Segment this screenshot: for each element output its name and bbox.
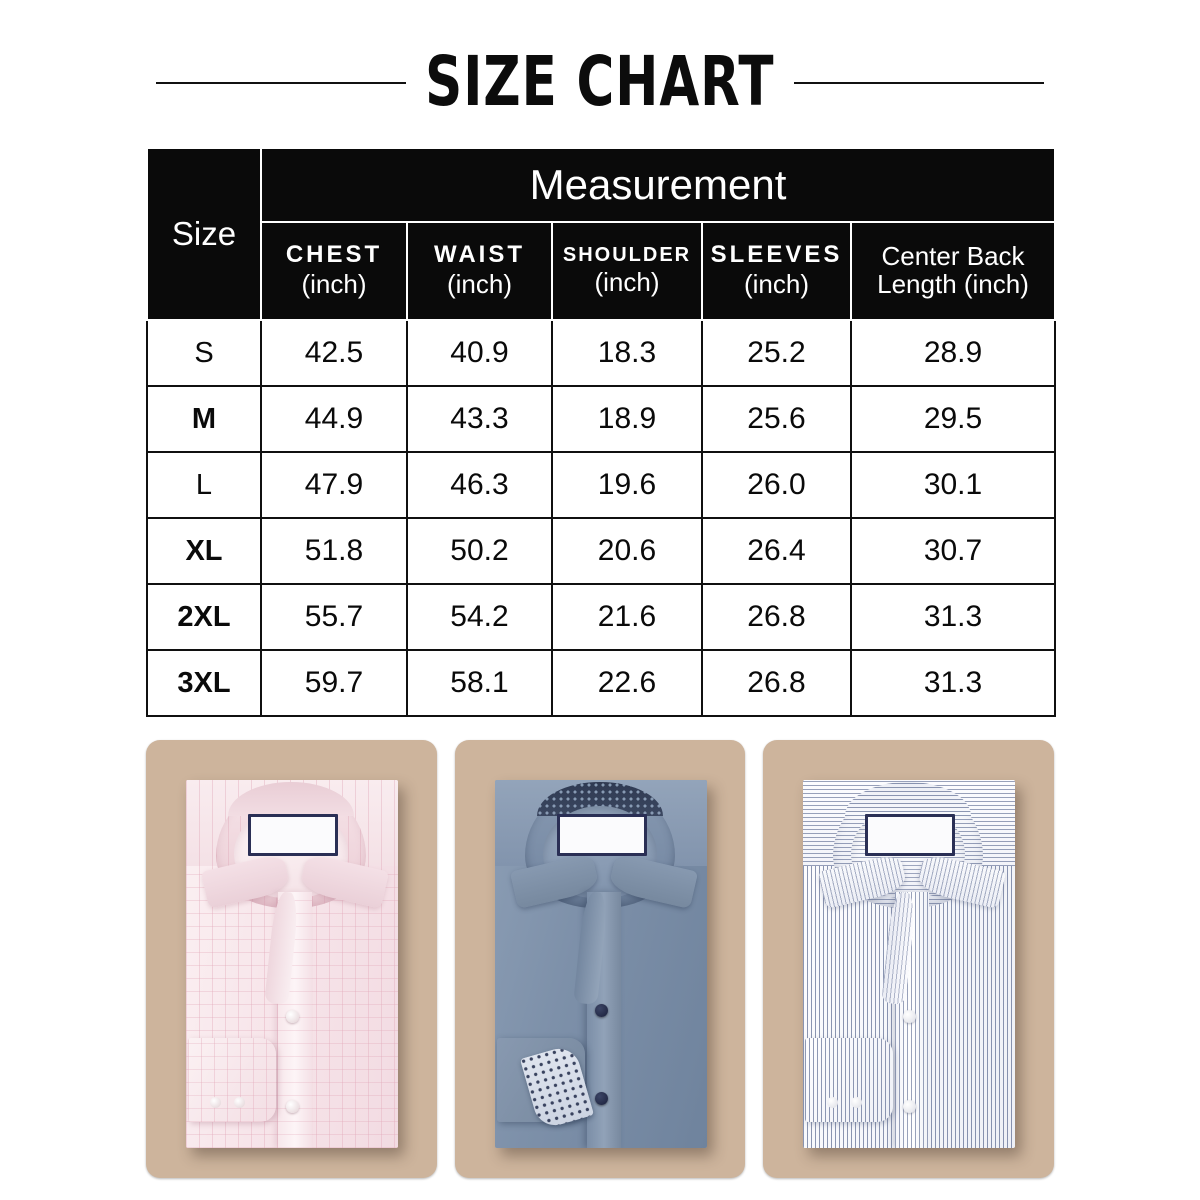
header-sleeves-unit: (inch)	[743, 268, 809, 299]
size-chart-table: Size Measurement CHEST (inch) WAIST (inc…	[146, 147, 1057, 717]
cell-chest: 47.9	[260, 451, 408, 519]
shirt-placket	[264, 891, 312, 1148]
shirt-cuff-button	[210, 1097, 221, 1108]
blue-shirt-image	[494, 780, 707, 1148]
shirt-button	[594, 1092, 608, 1105]
cell-center-back: 31.3	[849, 649, 1057, 717]
table-row: S 42.5 40.9 18.3 25.2 28.9	[146, 319, 1057, 387]
cell-shoulder: 19.6	[551, 451, 703, 519]
size-chart-table-wrapper: Size Measurement CHEST (inch) WAIST (inc…	[146, 147, 1057, 717]
page-title: SIZE CHART	[0, 42, 1200, 123]
shirt-placket	[572, 891, 621, 1148]
header-center-back-length: Center Back Length (inch)	[849, 221, 1057, 321]
cell-sleeves: 25.6	[701, 385, 852, 453]
table-row: L 47.9 46.3 19.6 26.0 30.1	[146, 451, 1057, 519]
cell-waist: 50.2	[406, 517, 553, 585]
cell-waist: 46.3	[406, 451, 553, 519]
shirt-cuff	[188, 1038, 276, 1122]
shirt-brand-label	[248, 814, 338, 856]
table-row: 2XL 55.7 54.2 21.6 26.8 31.3	[146, 583, 1057, 651]
title-rule-left	[156, 82, 407, 84]
shirt-button	[594, 1004, 608, 1017]
shirt-brand-label	[556, 814, 647, 856]
cell-chest: 51.8	[260, 517, 408, 585]
cell-waist: 54.2	[406, 583, 553, 651]
table-header-group-row: Size Measurement	[146, 147, 1057, 321]
cell-size: L	[146, 451, 262, 519]
header-chest: CHEST (inch)	[260, 221, 408, 321]
cell-sleeves: 26.8	[701, 583, 852, 651]
cell-waist: 58.1	[406, 649, 553, 717]
product-card-blue-shirt[interactable]	[454, 740, 746, 1178]
shirt-cuff-button	[827, 1097, 839, 1108]
shirt-brand-label	[865, 814, 956, 856]
table-row: 3XL 59.7 58.1 22.6 26.8 31.3	[146, 649, 1057, 717]
table-row: XL 51.8 50.2 20.6 26.4 30.7	[146, 517, 1057, 585]
title-text: SIZE CHART	[425, 42, 775, 123]
cell-size: 2XL	[146, 583, 262, 651]
product-gallery	[146, 740, 1055, 1180]
shirt-button	[903, 1010, 917, 1023]
cell-center-back: 31.3	[849, 583, 1057, 651]
cell-shoulder: 21.6	[551, 583, 703, 651]
cell-size: XL	[146, 517, 262, 585]
cell-size: M	[146, 385, 262, 453]
product-card-pink-checked-shirt[interactable]	[146, 740, 437, 1178]
cell-waist: 43.3	[406, 385, 553, 453]
cell-waist: 40.9	[406, 319, 553, 387]
cell-center-back: 28.9	[849, 319, 1057, 387]
cell-sleeves: 26.8	[701, 649, 852, 717]
shirt-placket	[881, 891, 930, 1148]
table-row: M 44.9 43.3 18.9 25.6 29.5	[146, 385, 1057, 453]
header-shoulder: SHOULDER (inch)	[551, 221, 703, 321]
header-shoulder-unit: (inch)	[594, 266, 660, 297]
cell-shoulder: 18.3	[551, 319, 703, 387]
header-chest-unit: (inch)	[301, 268, 367, 299]
header-sleeves-name: SLEEVES	[710, 240, 843, 268]
cell-chest: 59.7	[260, 649, 408, 717]
header-waist: WAIST (inch)	[406, 221, 553, 321]
cell-sleeves: 26.4	[701, 517, 852, 585]
header-center-back-name: Center Back	[881, 240, 1025, 271]
cell-center-back: 30.1	[849, 451, 1057, 519]
pink-checked-shirt-image	[186, 780, 398, 1148]
shirt-cuff-button	[234, 1097, 245, 1108]
header-center-back-unit: Length (inch)	[877, 269, 1029, 300]
header-shoulder-name: SHOULDER	[562, 243, 692, 266]
white-striped-shirt-image	[803, 780, 1016, 1148]
shirt-button	[286, 1010, 299, 1023]
title-rule-right	[793, 82, 1044, 84]
cell-shoulder: 22.6	[551, 649, 703, 717]
cell-chest: 42.5	[260, 319, 408, 387]
product-card-white-striped-shirt[interactable]	[763, 740, 1055, 1178]
shirt-button	[903, 1100, 917, 1113]
cell-center-back: 29.5	[849, 385, 1057, 453]
cell-size: S	[146, 319, 262, 387]
shirt-cuff-button	[851, 1097, 863, 1108]
header-size: Size	[146, 147, 262, 321]
header-measurement: Measurement	[259, 147, 1057, 223]
header-chest-name: CHEST	[285, 240, 383, 268]
shirt-cuff	[805, 1038, 894, 1122]
cell-chest: 44.9	[260, 385, 408, 453]
cell-size: 3XL	[146, 649, 262, 717]
header-waist-name: WAIST	[434, 240, 525, 268]
cell-shoulder: 18.9	[551, 385, 703, 453]
table-header-sub-row: CHEST (inch) WAIST (inch) SHOULDER (inch…	[147, 221, 1057, 321]
cell-shoulder: 20.6	[551, 517, 703, 585]
cell-sleeves: 26.0	[701, 451, 852, 519]
cell-chest: 55.7	[260, 583, 408, 651]
shirt-button	[286, 1100, 299, 1113]
cell-center-back: 30.7	[849, 517, 1057, 585]
header-waist-unit: (inch)	[446, 268, 512, 299]
cell-sleeves: 25.2	[701, 319, 852, 387]
header-sleeves: SLEEVES (inch)	[701, 221, 852, 321]
